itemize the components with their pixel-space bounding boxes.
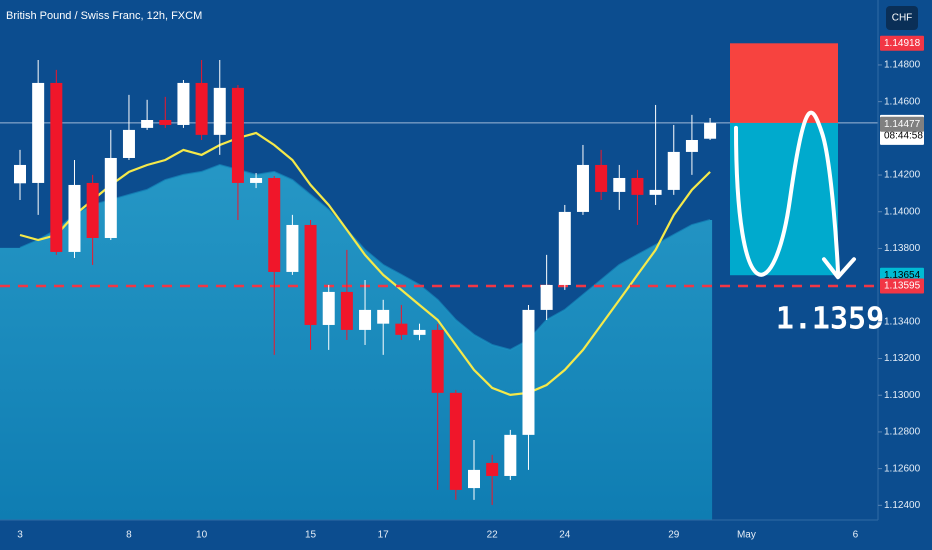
- price-label: 1.13595: [884, 281, 921, 292]
- x-tick-label: 6: [853, 530, 859, 541]
- price-label-box: [880, 278, 924, 294]
- candle-body: [522, 309, 535, 435]
- candle-body: [540, 284, 553, 310]
- candle-body: [667, 151, 680, 190]
- forecast-arrow: [734, 110, 840, 277]
- y-tick-label: 1.14200: [884, 170, 921, 181]
- candle-body: [340, 291, 353, 330]
- candle-body: [195, 82, 208, 135]
- candle-body: [177, 82, 190, 125]
- candle-body: [14, 164, 26, 184]
- candle-body: [304, 224, 317, 325]
- stop-zone: [730, 43, 838, 123]
- price-label: 1.14918: [884, 38, 921, 49]
- candle-body: [649, 189, 662, 195]
- x-tick-label: 22: [487, 530, 499, 541]
- price-label-box: [880, 35, 924, 51]
- x-tick-label: 29: [668, 530, 680, 541]
- x-tick-label: 8: [126, 530, 132, 541]
- price-label: 1.13654: [884, 270, 921, 281]
- y-tick-label: 1.14800: [884, 60, 921, 71]
- price-label-box: [880, 116, 924, 132]
- candle-body: [377, 309, 390, 324]
- plot-area: [0, 43, 878, 520]
- candle-body: [449, 392, 462, 490]
- candle-body: [159, 120, 172, 125]
- candle-body: [68, 184, 81, 252]
- candle-body: [286, 224, 299, 272]
- candle-body: [486, 462, 499, 476]
- candle-body: [558, 211, 571, 285]
- y-tick-label: 1.12600: [884, 463, 921, 474]
- candle-body: [595, 164, 608, 192]
- candle-body: [86, 182, 99, 238]
- candle-body: [250, 177, 263, 183]
- target-annotation: 1.1359: [776, 302, 884, 337]
- y-tick-label: 1.13400: [884, 316, 921, 327]
- forecast-arrowhead: [822, 257, 856, 280]
- y-tick-label: 1.12400: [884, 500, 921, 511]
- indicator-line: [19, 131, 711, 397]
- x-tick-label: 10: [196, 530, 208, 541]
- x-tick-label: 3: [17, 530, 23, 541]
- y-tick-label: 1.13200: [884, 353, 921, 364]
- price-label: 1.14477: [884, 119, 921, 130]
- candle-body: [395, 323, 408, 335]
- x-tick-label: 17: [378, 530, 390, 541]
- candle-body: [50, 82, 63, 252]
- candle-body: [231, 87, 244, 183]
- target-zone: [730, 122, 838, 276]
- candle-body: [504, 434, 517, 476]
- candle-body: [359, 309, 372, 330]
- candle-body: [141, 120, 154, 128]
- countdown-label: 08:44:58: [884, 131, 923, 142]
- chart-title: British Pound / Swiss Franc, 12h, FXCM: [6, 10, 202, 22]
- candle-body: [268, 177, 281, 272]
- candle-body: [413, 329, 426, 335]
- y-tick-label: 1.14000: [884, 206, 921, 217]
- x-tick-label: May: [737, 530, 756, 541]
- y-tick-label: 1.13800: [884, 243, 921, 254]
- candle-body: [468, 469, 480, 489]
- candle-body: [213, 87, 226, 135]
- candle-body: [104, 157, 117, 238]
- candle-body: [32, 82, 45, 183]
- y-tick-label: 1.12800: [884, 427, 921, 438]
- candle-body: [704, 122, 717, 139]
- candle-body: [122, 129, 135, 158]
- y-tick-label: 1.13000: [884, 390, 921, 401]
- candle-body: [322, 291, 335, 325]
- currency-button[interactable]: [886, 6, 918, 30]
- currency-label: CHF: [892, 13, 913, 24]
- candle-body: [576, 164, 589, 212]
- candle-body: [685, 140, 698, 152]
- x-tick-label: 15: [305, 530, 317, 541]
- y-tick-label: 1.14600: [884, 96, 921, 107]
- candle-body: [631, 177, 644, 195]
- x-tick-label: 24: [559, 530, 571, 541]
- candle-body: [613, 177, 626, 192]
- candle-body: [431, 329, 444, 393]
